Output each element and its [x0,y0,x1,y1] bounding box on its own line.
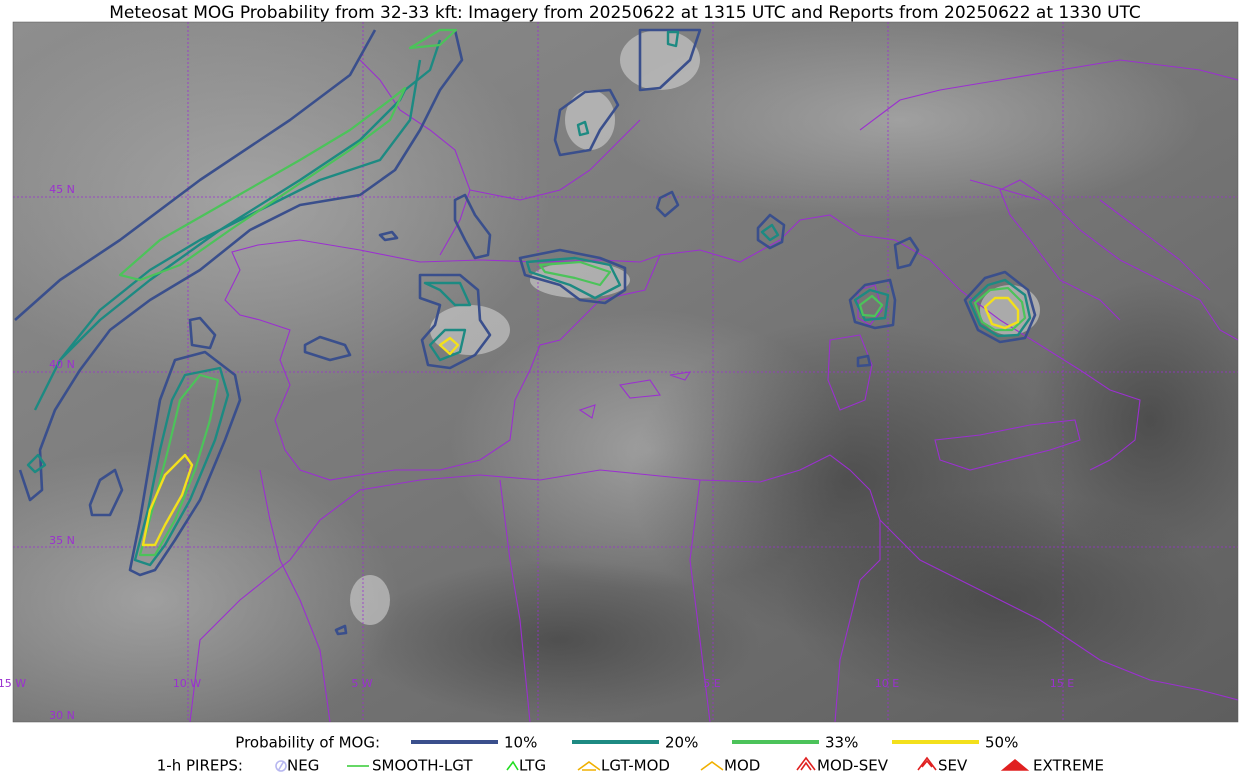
lon-labels: 15 W 10 W 5 W 5 E 10 E 15 E [0,677,1074,690]
legend-label: 10% [504,734,537,752]
legend-symbol [917,756,937,771]
lat-label: 40 N [49,358,75,371]
lon-label: 10 W [173,677,201,690]
legend-symbol [796,756,816,771]
legend-symbol [1000,758,1030,771]
legend-label: 20% [665,734,698,752]
lon-label: 5 E [703,677,720,690]
legend-label: 50% [985,734,1018,752]
legend-label: NEG [287,757,319,775]
lat-label: 45 N [49,183,75,196]
lat-label: 30 N [49,709,75,722]
lat-labels: 45 N 40 N 35 N 30 N [49,183,75,722]
legend-label: SMOOTH-LGT [372,757,473,775]
legend-label: LTG [519,757,546,775]
lat-label: 35 N [49,534,75,547]
legend-symbol [275,760,287,772]
legend-label: 33% [825,734,858,752]
legend-label: EXTREME [1033,757,1104,775]
map [13,22,1238,722]
legend-symbol [506,760,519,771]
legend-symbol [700,761,724,771]
legend-label: MOD-SEV [817,757,889,775]
legend-label: SEV [938,757,968,775]
legend: Probability of MOG: 1-h PIREPS: 10% 20% 33… [157,734,1104,775]
coastlines [189,59,1238,722]
legend-symbol [577,761,601,771]
lon-label: 10 E [875,677,899,690]
legend-title: Probability of MOG: [235,734,380,752]
lon-label: 15 W [0,677,26,690]
legend-label: MOD [724,757,760,775]
title: Meteosat MOG Probability from 32-33 kft:… [109,3,1141,23]
lon-label: 5 W [351,677,372,690]
lon-label: 15 E [1050,677,1074,690]
legend-label: LGT-MOD [601,757,670,775]
legend-title: 1-h PIREPS: [157,757,243,775]
mog-contours [14,28,1037,636]
